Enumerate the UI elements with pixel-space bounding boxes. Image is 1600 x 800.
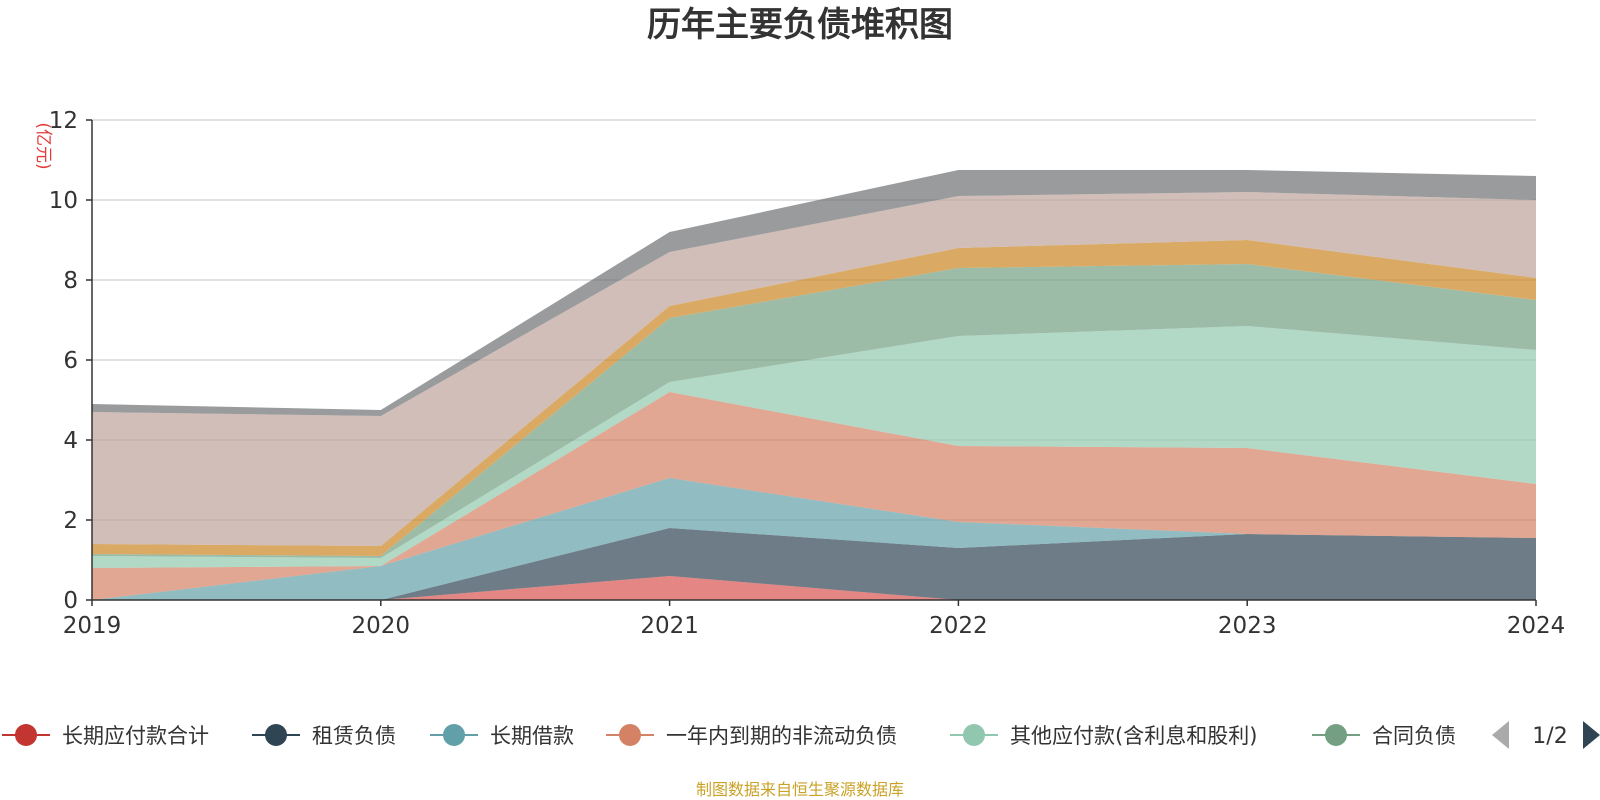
chart-title: 历年主要负债堆积图 [647, 5, 953, 45]
legend-next-page-icon[interactable] [1583, 721, 1600, 749]
legend-item[interactable]: 长期借款 [430, 724, 574, 748]
legend-label: 长期应付款合计 [62, 724, 209, 748]
area-series-9 [92, 170, 1536, 416]
legend-marker [443, 724, 465, 746]
y-tick-label: 0 [63, 588, 78, 614]
axes: 0 2 4 6 8 10 12 2019 2020 2021 2022 2023 2024 [49, 108, 1566, 639]
area-series-3 [92, 478, 1536, 600]
area-series-5 [92, 326, 1536, 568]
area-series [92, 170, 1536, 600]
legend-item[interactable]: 其他应付款(含利息和股利) [950, 724, 1257, 748]
legend: 长期应付款合计 租赁负债 长期借款 一年内到期的非流动负债 其他应付款(含利息和股利) 合… [2, 724, 1456, 748]
legend-label: 合同负债 [1372, 724, 1456, 748]
legend-marker [15, 724, 37, 746]
legend-marker [265, 724, 287, 746]
legend-item[interactable]: 长期应付款合计 [2, 724, 209, 748]
area-series-4 [92, 392, 1536, 600]
y-tick-label: 4 [63, 428, 78, 454]
legend-label: 其他应付款(含利息和股利) [1010, 724, 1257, 748]
x-tick-label: 2022 [929, 613, 988, 639]
legend-item[interactable]: 合同负债 [1312, 724, 1456, 748]
legend-item[interactable]: 一年内到期的非流动负债 [606, 724, 897, 748]
x-tick-label: 2021 [640, 613, 699, 639]
legend-item[interactable]: 租赁负债 [252, 724, 396, 748]
y-tick-label: 10 [49, 188, 78, 214]
y-tick-label: 8 [63, 268, 78, 294]
area-series-7 [92, 240, 1536, 556]
y-tick-label: 12 [49, 108, 78, 134]
legend-prev-page-icon[interactable] [1492, 721, 1509, 749]
x-tick-label: 2019 [63, 613, 122, 639]
area-series-8 [92, 192, 1536, 546]
x-tick-label: 2023 [1218, 613, 1277, 639]
y-tick-label: 2 [63, 508, 78, 534]
legend-marker [619, 724, 641, 746]
legend-label: 长期借款 [490, 724, 574, 748]
y-tick-label: 6 [63, 348, 78, 374]
x-tick-label: 2020 [352, 613, 411, 639]
y-axis-unit-label: (亿元) [33, 122, 53, 169]
legend-marker [963, 724, 985, 746]
legend-page-indicator: 1/2 [1532, 724, 1567, 749]
legend-label: 一年内到期的非流动负债 [666, 724, 897, 748]
legend-marker [1325, 724, 1347, 746]
area-series-2 [92, 528, 1536, 600]
data-source-note: 制图数据来自恒生聚源数据库 [696, 780, 904, 799]
legend-pager: 1/2 [1492, 721, 1600, 749]
x-tick-label: 2024 [1507, 613, 1566, 639]
area-series-6 [92, 264, 1536, 558]
legend-label: 租赁负债 [312, 724, 396, 748]
